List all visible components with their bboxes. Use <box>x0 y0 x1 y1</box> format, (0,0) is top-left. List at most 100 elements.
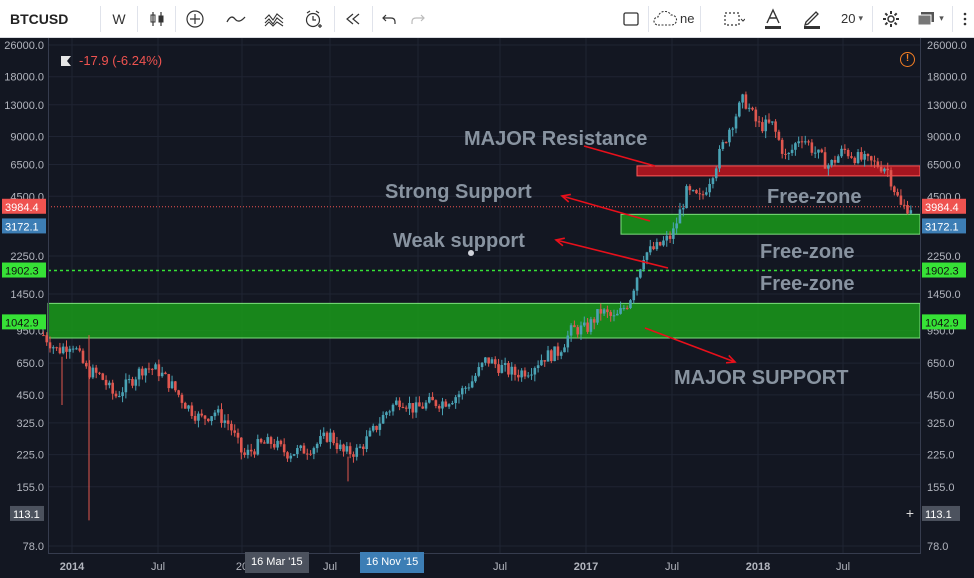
candle-body <box>879 166 883 172</box>
candle-body <box>207 418 210 422</box>
candle-body <box>137 368 141 380</box>
candle-body <box>573 325 576 328</box>
candle-body <box>869 156 873 161</box>
candle-body <box>216 409 220 413</box>
warning-icon[interactable]: ! <box>900 52 915 67</box>
candle-body <box>249 449 253 452</box>
crosshair-plus-icon[interactable]: + <box>905 505 915 521</box>
templates-icon[interactable] <box>256 0 292 37</box>
price-tick-left: 18000.0 <box>4 72 44 84</box>
candle-body <box>45 335 49 343</box>
candle-body <box>823 152 827 169</box>
candle-body <box>909 210 913 214</box>
candle-body <box>612 315 616 317</box>
price-tag-current-right <box>922 198 966 214</box>
candle-body <box>309 453 312 455</box>
candle-body <box>606 309 609 313</box>
candle-body <box>790 149 794 153</box>
annotation-arrow <box>583 145 656 167</box>
candle-body <box>780 139 784 154</box>
candle-body <box>546 350 550 362</box>
time-tick: Jul <box>665 561 679 573</box>
candle-body <box>447 404 451 407</box>
interval-button[interactable]: W <box>101 0 137 37</box>
candle-body <box>91 367 95 378</box>
candle-body <box>431 396 434 401</box>
font-size-selector[interactable]: 20 ▾ <box>834 0 870 37</box>
candle-body <box>127 379 131 381</box>
annotation-arrow <box>555 239 669 269</box>
candle-body <box>883 168 886 172</box>
candle-body <box>876 161 880 167</box>
candle-body <box>75 348 78 350</box>
candle-body <box>101 373 105 380</box>
candle-body <box>566 335 570 348</box>
candle-body <box>427 396 431 403</box>
time-tag-right: 16 Nov '15 <box>360 552 425 573</box>
candle-body <box>889 170 893 187</box>
layers-icon[interactable]: ▾ <box>910 0 950 37</box>
candle-body <box>655 242 659 250</box>
candle-body <box>144 368 147 376</box>
candle-body <box>263 442 266 444</box>
price-tick-right: 9000.0 <box>927 131 961 143</box>
candle-body <box>358 446 362 448</box>
candle-body <box>444 401 448 407</box>
annotation-weak-support: Weak support <box>393 230 525 252</box>
replay-icon[interactable] <box>336 0 370 37</box>
candle-body <box>480 362 484 368</box>
candle-body <box>846 149 850 157</box>
candle-body <box>761 122 764 132</box>
candle-body <box>569 325 573 336</box>
candle-body <box>596 309 599 323</box>
candle-body <box>536 365 540 369</box>
alert-clock-icon[interactable] <box>296 0 332 37</box>
undo-icon[interactable] <box>374 0 404 37</box>
redo-icon[interactable] <box>404 0 432 37</box>
settings-gear-icon[interactable] <box>874 0 908 37</box>
symbol-selector[interactable]: BTCUSD <box>0 0 110 37</box>
candle-body <box>154 364 157 370</box>
candle-body <box>833 159 837 163</box>
candle-body <box>678 209 682 224</box>
text-color-icon[interactable] <box>755 0 791 37</box>
time-tick: Jul <box>323 561 337 573</box>
grid-lines: 26000.0 26000.0 18000.0 18000.0 13000.0 13000… <box>4 38 967 573</box>
candle-body <box>457 394 461 398</box>
candle-body <box>658 242 662 246</box>
candle-body <box>338 444 342 450</box>
flag-icon[interactable] <box>60 55 72 67</box>
candle-body <box>840 148 843 157</box>
annotation-major-support: MAJOR SUPPORT <box>674 367 848 389</box>
candle-body <box>418 402 421 407</box>
compare-add-icon[interactable] <box>177 0 213 37</box>
price-tick-right: 78.0 <box>927 541 948 553</box>
candle-body <box>61 346 65 354</box>
selection-box-icon[interactable] <box>716 0 752 37</box>
annotation-arrow <box>644 327 736 363</box>
toolbar-divider <box>100 6 101 32</box>
candle-body <box>470 381 474 388</box>
indicators-icon[interactable] <box>218 0 254 37</box>
candle-body <box>180 394 184 403</box>
candle-body <box>556 346 560 356</box>
candle-body <box>424 402 428 409</box>
cloud-save-button[interactable]: ne <box>652 0 698 37</box>
candles-style-icon[interactable] <box>140 0 174 37</box>
more-menu-icon[interactable] <box>956 0 974 37</box>
candle-body <box>170 381 174 389</box>
candle-body <box>586 322 589 332</box>
candle-body <box>632 290 636 301</box>
candle-body <box>609 312 612 316</box>
price-chart[interactable]: 26000.0 26000.0 18000.0 18000.0 13000.0 13000… <box>0 38 974 578</box>
candle-body <box>58 347 62 354</box>
candle-body <box>220 409 223 423</box>
fullscreen-box-icon[interactable] <box>616 0 646 37</box>
candle-body <box>813 152 817 154</box>
candle-body <box>672 228 675 239</box>
toolbar-divider <box>175 6 176 32</box>
candle-body <box>708 183 711 193</box>
candle-body <box>371 425 375 431</box>
candle-body <box>873 160 876 162</box>
line-color-icon[interactable] <box>794 0 830 37</box>
